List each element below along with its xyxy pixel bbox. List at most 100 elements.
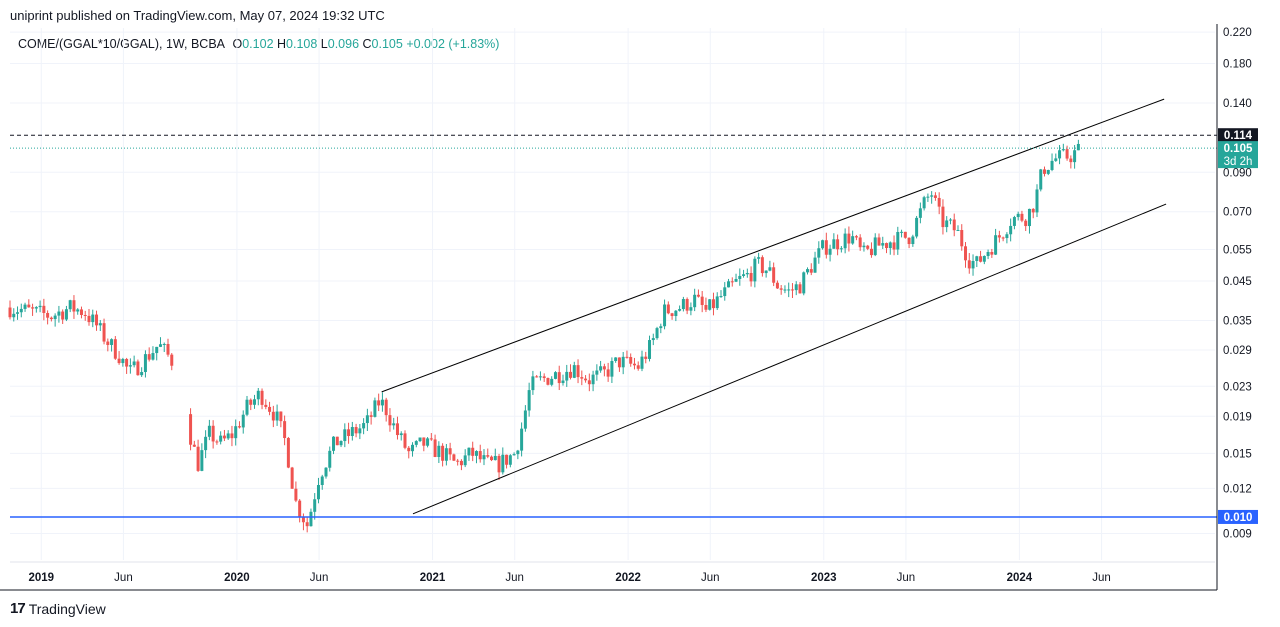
candle-body	[881, 243, 885, 246]
candle-body	[275, 411, 279, 421]
candle-body	[215, 441, 219, 443]
candle-body	[975, 256, 979, 261]
candle-body	[960, 230, 964, 247]
candle-body	[448, 448, 452, 455]
candle-body	[670, 313, 674, 317]
candle-body	[930, 195, 934, 197]
candle-body	[569, 371, 573, 378]
candle-body	[143, 354, 147, 373]
candle-body	[403, 433, 407, 448]
candle-body	[1024, 220, 1028, 227]
candle-body	[230, 433, 234, 439]
candle-body	[365, 415, 369, 424]
candle-body	[602, 366, 606, 370]
candle-body	[1076, 143, 1080, 151]
y-tick-label: 0.009	[1223, 528, 1252, 540]
candle-body	[787, 289, 791, 291]
candle-body	[997, 235, 1001, 238]
candle-body	[794, 284, 798, 291]
candle-body	[915, 217, 919, 237]
candle-body	[260, 390, 264, 405]
candle-body	[926, 196, 930, 198]
candle-body	[730, 281, 734, 283]
candle-body	[696, 294, 700, 297]
candle-body	[1031, 208, 1035, 213]
candle-body	[885, 243, 889, 249]
x-tick-label: 2021	[420, 572, 446, 584]
candle-body	[535, 376, 539, 378]
candle-body	[219, 435, 223, 442]
y-tick-label: 0.180	[1223, 59, 1252, 71]
candle-body	[719, 296, 723, 298]
candle-body	[350, 427, 354, 437]
candle-body	[200, 450, 204, 471]
candle-body	[121, 358, 125, 364]
candle-body	[937, 197, 941, 207]
candle-body	[986, 252, 990, 256]
candle-body	[903, 231, 907, 238]
y-tick-label: 0.019	[1223, 411, 1252, 423]
candle-body	[1001, 237, 1005, 239]
candle-body	[629, 357, 633, 364]
candle-body	[279, 411, 283, 422]
resistance-badge-text: 0.114	[1224, 130, 1253, 142]
candle-body	[933, 195, 937, 198]
candle-body	[286, 438, 290, 468]
candle-body	[824, 240, 828, 255]
candle-body	[742, 274, 746, 276]
candle-body	[358, 428, 362, 434]
candle-body	[945, 220, 949, 228]
candle-body	[648, 340, 652, 359]
candle-body	[681, 299, 685, 310]
candle-body	[1054, 158, 1058, 161]
candle-body	[158, 344, 162, 347]
candle-body	[117, 358, 121, 364]
candle-body	[715, 296, 719, 309]
x-tick-label: Jun	[897, 572, 916, 584]
candle-body	[621, 356, 625, 368]
candle-body	[98, 323, 102, 326]
candle-body	[516, 450, 520, 455]
candle-body	[711, 299, 715, 309]
x-tick-label: 2020	[224, 572, 250, 584]
candle-body	[411, 444, 415, 452]
candle-body	[38, 305, 42, 308]
candle-body	[553, 372, 557, 379]
candle-body	[538, 376, 542, 378]
candle-body	[967, 260, 971, 269]
candle-body	[918, 208, 922, 218]
candle-body	[760, 257, 764, 274]
candle-body	[31, 307, 35, 309]
candle-body	[426, 438, 430, 446]
candle-body	[268, 406, 272, 412]
candle-body	[207, 425, 211, 437]
candle-body	[757, 257, 761, 259]
candle-body	[501, 454, 505, 473]
candle-body	[316, 485, 320, 500]
candle-body	[113, 339, 117, 359]
x-tick-label: Jun	[114, 572, 133, 584]
candle-body	[768, 267, 772, 271]
candle-body	[147, 354, 151, 360]
symbol-title: COME/(GGAL*10/GGAL), 1W, BCBA	[18, 37, 226, 51]
candle-body	[640, 356, 644, 369]
candle-body	[456, 460, 460, 462]
support-badge-text: 0.010	[1224, 512, 1253, 524]
candle-body	[508, 455, 512, 465]
candle-body	[72, 300, 76, 312]
candle-body	[527, 390, 531, 411]
candle-body	[301, 517, 305, 523]
candle-body	[313, 499, 317, 512]
candle-body	[305, 522, 309, 527]
candle-body	[57, 311, 61, 316]
candle-body	[948, 219, 952, 221]
candle-body	[298, 500, 302, 518]
candle-body	[678, 309, 682, 311]
y-tick-label: 0.055	[1223, 245, 1252, 257]
y-tick-label: 0.220	[1223, 27, 1252, 39]
candle-body	[873, 237, 877, 256]
candle-body	[1005, 234, 1009, 239]
candle-body	[377, 400, 381, 406]
candle-body	[1073, 150, 1077, 163]
